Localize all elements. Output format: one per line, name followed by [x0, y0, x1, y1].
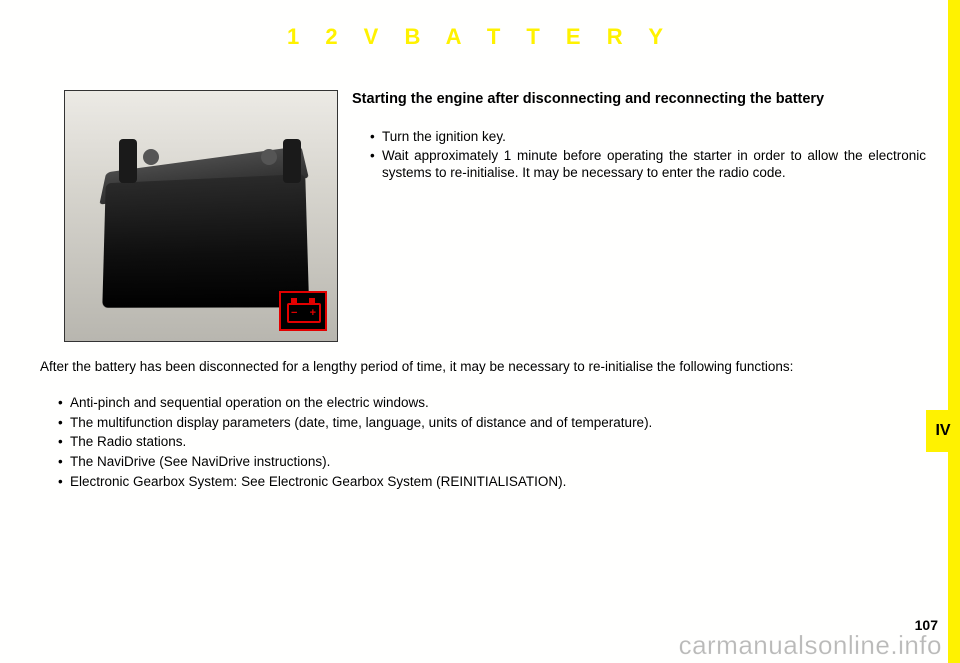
battery-icon: − +: [279, 291, 327, 331]
list-item: Turn the ignition key.: [370, 128, 926, 146]
minus-icon: −: [291, 307, 297, 319]
battery-handle-left: [119, 139, 137, 183]
watermark: carmanualsonline.info: [679, 630, 942, 661]
battery-terminal: [261, 149, 277, 165]
list-item: Wait approximately 1 minute before opera…: [370, 147, 926, 182]
list-item: Anti-pinch and sequential operation on t…: [58, 394, 926, 413]
manual-page: 1 2 V B A T T E R Y − + Starting the eng…: [0, 0, 960, 663]
margin-strip: [948, 0, 960, 663]
paragraph: After the battery has been disconnected …: [40, 358, 926, 376]
battery-handle-right: [283, 139, 301, 183]
list-item: The NaviDrive (See NaviDrive instruction…: [58, 453, 926, 472]
plus-icon: +: [310, 307, 316, 319]
page-title: 1 2 V B A T T E R Y: [0, 24, 960, 50]
list-item: The multifunction display parameters (da…: [58, 414, 926, 433]
list-item: Electronic Gearbox System: See Electroni…: [58, 473, 926, 492]
section-tab: IV: [926, 410, 960, 452]
battery-photo: − +: [64, 90, 338, 342]
battery-body: [102, 174, 309, 308]
instruction-list-top: Turn the ignition key. Wait approximatel…: [370, 128, 926, 183]
list-item: The Radio stations.: [58, 433, 926, 452]
battery-terminal: [143, 149, 159, 165]
section-heading: Starting the engine after disconnecting …: [352, 90, 926, 108]
instruction-list-bottom: Anti-pinch and sequential operation on t…: [58, 394, 926, 492]
